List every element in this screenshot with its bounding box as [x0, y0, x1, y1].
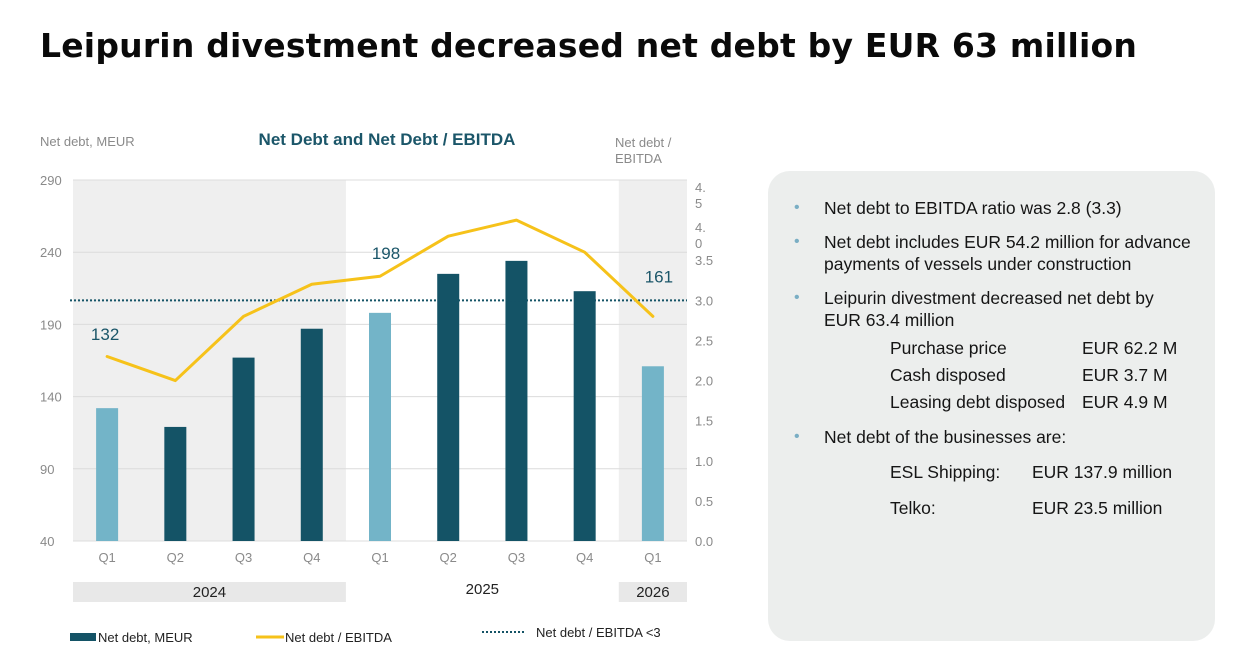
- bar: [369, 312, 391, 541]
- divestment-item-value: EUR 3.7 M: [1082, 365, 1168, 385]
- data-label: 132: [91, 325, 119, 344]
- divestment-item: Purchase price EUR 62.2 M: [890, 335, 1195, 362]
- divestment-item-value: EUR 4.9 M: [1082, 392, 1168, 412]
- right-tick-label: 4. 5: [695, 180, 706, 211]
- divestment-item: Cash disposed EUR 3.7 M: [890, 362, 1195, 389]
- business-row: ESL Shipping: EUR 137.9 million: [890, 454, 1195, 490]
- business-list: ESL Shipping: EUR 137.9 million Telko: E…: [890, 454, 1195, 526]
- left-tick-label: 140: [40, 390, 62, 405]
- bar: [641, 366, 664, 541]
- bullet-ratio: Net debt to EBITDA ratio was 2.8 (3.3): [794, 197, 1195, 219]
- left-tick-label: 290: [40, 173, 62, 188]
- bar: [505, 260, 528, 541]
- category-label: Q1: [644, 550, 661, 565]
- business-row: Telko: EUR 23.5 million: [890, 490, 1195, 526]
- right-tick-label: 3.0: [695, 293, 713, 308]
- bar: [437, 273, 460, 541]
- bar: [232, 357, 255, 541]
- year-label-box: [618, 582, 687, 602]
- left-axis-label: Net debt, MEUR: [40, 134, 135, 149]
- net-debt-chart: 2024 2025 2026 40 90 140 190 240 290 0.0 0.5 1.0 1.5…: [40, 130, 713, 645]
- right-axis-label-line2: EBITDA: [615, 151, 662, 166]
- bullet-divestment: Leipurin divestment decreased net debt b…: [794, 287, 1195, 416]
- category-label: Q1: [98, 550, 115, 565]
- divestment-item-value: EUR 62.2 M: [1082, 338, 1178, 358]
- business-label: Telko:: [890, 498, 936, 518]
- legend-bar-label: Net debt, MEUR: [98, 630, 193, 645]
- bar: [164, 426, 187, 541]
- category-label: Q3: [235, 550, 252, 565]
- right-tick-label: 2.5: [695, 333, 713, 348]
- legend: Net debt, MEUR Net debt / EBITDA Net deb…: [70, 625, 661, 645]
- bullet-divestment-text: Leipurin divestment decreased net debt b…: [824, 288, 1154, 330]
- right-tick-label: 4. 0: [695, 220, 706, 251]
- category-label: Q4: [576, 550, 593, 565]
- category-label: Q3: [508, 550, 525, 565]
- right-axis-label-line1: Net debt /: [615, 135, 672, 150]
- left-tick-label: 40: [40, 534, 54, 549]
- left-tick-label: 190: [40, 317, 62, 332]
- left-tick-label: 90: [40, 462, 54, 477]
- divestment-breakdown: Purchase price EUR 62.2 M Cash disposed …: [890, 335, 1195, 416]
- year-label-box: [73, 582, 346, 602]
- data-label: 198: [372, 244, 400, 263]
- year-label: 2025: [466, 581, 499, 598]
- right-tick-label: 0.5: [695, 494, 713, 509]
- category-label: Q2: [167, 550, 184, 565]
- right-tick-label: 1.0: [695, 454, 713, 469]
- legend-line-label: Net debt / EBITDA: [285, 630, 392, 645]
- right-tick-label: 0.0: [695, 534, 713, 549]
- right-tick-label: 1.5: [695, 414, 713, 429]
- divestment-item-label: Cash disposed: [890, 365, 1006, 385]
- business-value: EUR 137.9 million: [1032, 462, 1173, 482]
- chart-title: Net Debt and Net Debt / EBITDA: [259, 130, 516, 149]
- legend-ref-label: Net debt / EBITDA <3: [536, 625, 661, 640]
- left-tick-label: 240: [40, 245, 62, 260]
- category-label: Q4: [303, 550, 320, 565]
- business-label: ESL Shipping:: [890, 462, 1001, 482]
- ratio-line: [105, 218, 655, 383]
- year-label: 2024: [193, 584, 226, 601]
- bar: [573, 291, 596, 541]
- divestment-item-label: Leasing debt disposed: [890, 392, 1066, 412]
- bar: [96, 408, 119, 541]
- data-label: 161: [645, 267, 673, 286]
- page-title: Leipurin divestment decreased net debt b…: [40, 26, 1138, 65]
- summary-panel: Net debt to EBITDA ratio was 2.8 (3.3) N…: [768, 171, 1215, 641]
- category-label: Q1: [371, 550, 388, 565]
- bullet-advance-payments: Net debt includes EUR 54.2 million for a…: [794, 231, 1195, 275]
- business-value: EUR 23.5 million: [1032, 498, 1163, 518]
- divestment-item-label: Purchase price: [890, 338, 1007, 358]
- bullet-businesses: Net debt of the businesses are: ESL Ship…: [794, 426, 1195, 526]
- right-tick-label: 2.0: [695, 374, 713, 389]
- year-label: 2026: [636, 584, 669, 601]
- category-label: Q2: [440, 550, 457, 565]
- legend-bar-swatch: [70, 633, 96, 641]
- bar: [300, 328, 323, 541]
- right-tick-label: 3.5: [695, 253, 713, 268]
- divestment-item: Leasing debt disposed EUR 4.9 M: [890, 389, 1195, 416]
- bullet-businesses-text: Net debt of the businesses are:: [824, 427, 1067, 447]
